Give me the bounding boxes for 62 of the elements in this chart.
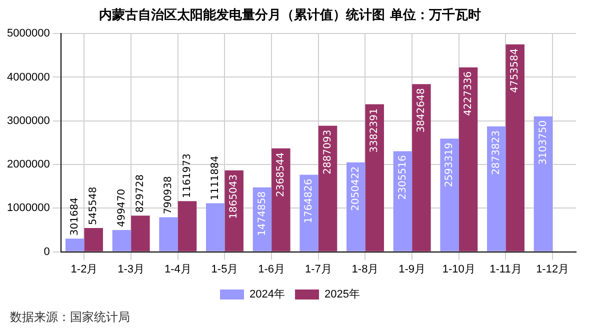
data-label: 1111884 bbox=[210, 156, 221, 200]
bar bbox=[440, 138, 459, 252]
bar bbox=[206, 203, 225, 252]
data-label: 2593319 bbox=[444, 142, 456, 188]
x-tick-label: 1-11月 bbox=[490, 263, 522, 276]
legend-label: 2025年 bbox=[324, 288, 360, 301]
data-label: 4227336 bbox=[462, 71, 474, 116]
x-tick-label: 1-5月 bbox=[211, 263, 238, 276]
bar bbox=[458, 67, 478, 252]
bar bbox=[178, 201, 197, 252]
bar bbox=[66, 238, 84, 252]
data-label: 829728 bbox=[135, 174, 146, 213]
y-tick-label: 4000000 bbox=[6, 71, 50, 84]
data-label: 2305516 bbox=[397, 155, 408, 200]
y-tick-label: 1000000 bbox=[6, 202, 50, 214]
source-note: 数据来源：国家统计局 bbox=[10, 309, 130, 326]
bar bbox=[318, 126, 338, 252]
bar bbox=[346, 162, 366, 252]
bar bbox=[131, 216, 150, 252]
bar bbox=[272, 148, 290, 252]
x-tick-label: 1-9月 bbox=[398, 263, 426, 276]
data-label: 499470 bbox=[116, 188, 128, 228]
data-label: 4753584 bbox=[510, 48, 521, 93]
data-label: 3103750 bbox=[538, 120, 549, 165]
bar bbox=[534, 116, 553, 252]
data-label: 545548 bbox=[88, 186, 100, 225]
bar bbox=[224, 170, 244, 252]
data-label: 301684 bbox=[69, 197, 80, 236]
y-tick-label: 3000000 bbox=[6, 114, 50, 127]
x-tick-label: 1-10月 bbox=[442, 263, 476, 276]
data-label: 3842648 bbox=[416, 88, 428, 133]
bar bbox=[506, 44, 524, 252]
legend-label: 2024年 bbox=[250, 288, 286, 301]
y-tick-label: 0 bbox=[44, 246, 50, 258]
x-tick-label: 1-12月 bbox=[536, 263, 570, 276]
x-tick-label: 1-8月 bbox=[352, 263, 379, 276]
data-label: 790938 bbox=[163, 176, 174, 214]
x-tick-label: 1-7月 bbox=[304, 263, 332, 276]
data-label: 3382391 bbox=[369, 108, 380, 153]
bar bbox=[365, 104, 384, 252]
bar bbox=[393, 151, 412, 252]
bar bbox=[412, 84, 431, 252]
data-label: 1474858 bbox=[256, 191, 268, 236]
y-tick-label: 5000000 bbox=[6, 28, 50, 40]
data-label: 2887093 bbox=[322, 130, 334, 174]
x-tick-label: 1-3月 bbox=[118, 263, 145, 276]
bar bbox=[159, 217, 178, 252]
x-tick-label: 1-4月 bbox=[164, 263, 192, 276]
data-label: 2368544 bbox=[276, 152, 287, 197]
data-label: 2873823 bbox=[490, 130, 502, 175]
data-label: 1764826 bbox=[304, 178, 315, 224]
bar bbox=[112, 230, 132, 252]
y-tick-label: 2000000 bbox=[6, 158, 50, 171]
x-tick-label: 1-2月 bbox=[70, 263, 98, 276]
data-label: 1865043 bbox=[228, 174, 240, 219]
data-label: 1161973 bbox=[182, 154, 193, 198]
x-tick-label: 1-6月 bbox=[258, 263, 286, 276]
data-label: 2050422 bbox=[350, 166, 362, 211]
chart-title: 内蒙古自治区太阳能发电量分月（累计值）统计图 单位：万千瓦时 bbox=[99, 7, 481, 24]
bar bbox=[487, 126, 506, 252]
bar bbox=[84, 228, 103, 252]
bar bbox=[300, 174, 318, 252]
